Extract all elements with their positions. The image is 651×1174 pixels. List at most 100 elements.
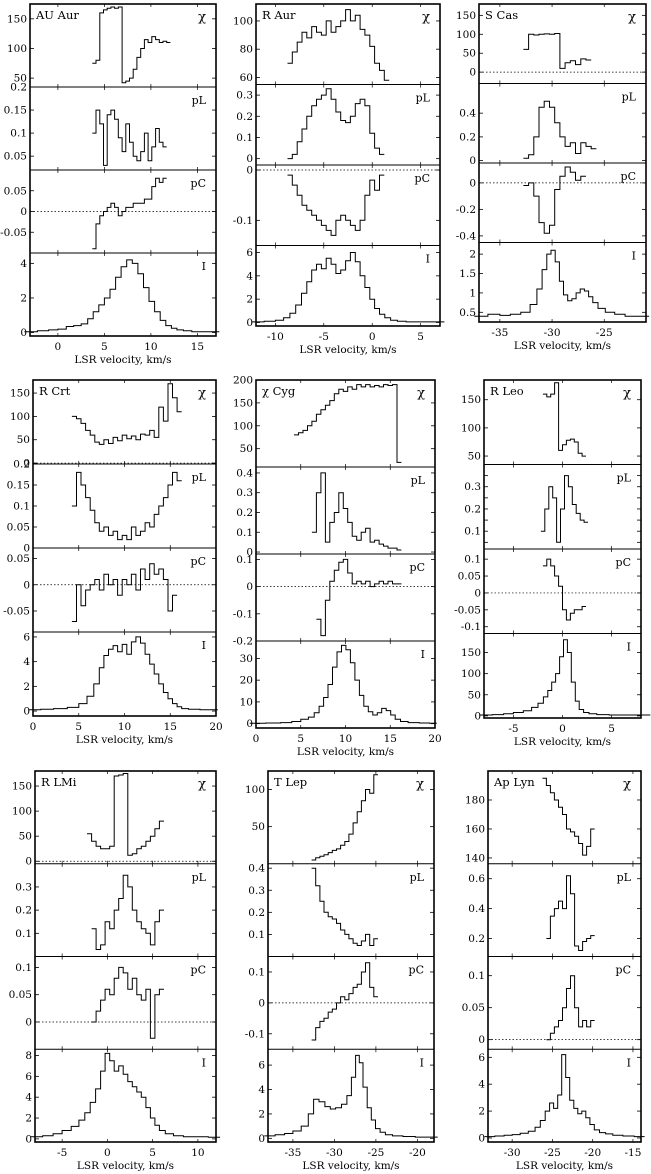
series-line: [287, 174, 385, 236]
y-tick-label: 6: [25, 1071, 32, 1083]
y-tick-label: 0.3: [15, 881, 32, 893]
panel-label: I: [202, 639, 206, 652]
y-tick-label: 2: [25, 1113, 32, 1125]
y-tick-label: 2: [20, 292, 27, 304]
panel-label: I: [202, 260, 206, 273]
panel-label: pC: [409, 964, 424, 977]
y-tick-label: 0.1: [236, 527, 253, 539]
y-tick-label: 180: [465, 794, 485, 806]
panel-label: pC: [616, 556, 631, 569]
y-tick-label: 0: [474, 710, 481, 722]
x-tick-label: 20: [209, 721, 222, 733]
x-axis-label: LSR velocity, km/s: [297, 746, 394, 758]
y-tick-label: 0.6: [468, 873, 485, 885]
y-tick-label: 150: [456, 10, 476, 22]
panel-3: -0.1 -0.05 0 0.05 0.1 pC: [454, 548, 641, 634]
y-tick-label: 4: [23, 656, 30, 668]
series-line: [546, 875, 595, 951]
y-tick-label: 0.1: [236, 554, 253, 566]
y-tick-label: 0.1: [248, 929, 265, 941]
series-line: [30, 1052, 221, 1138]
x-axis-label: LSR velocity, km/s: [514, 736, 611, 748]
y-tick-label: 0.1: [248, 966, 265, 978]
panel-label: pC: [410, 561, 425, 574]
panel-label: pC: [621, 170, 636, 183]
series-line: [311, 962, 378, 1041]
y-tick-label: 0.1: [10, 128, 27, 140]
y-tick-label: 0.4: [459, 108, 476, 120]
series-line: [91, 966, 164, 1039]
y-tick-label: 0: [23, 543, 30, 555]
y-tick-label: 0.2: [236, 507, 253, 519]
y-tick-label: -0.4: [456, 230, 477, 242]
star-name: R LMi: [41, 775, 77, 789]
panel-1: 50 100 χ: [245, 771, 434, 864]
y-tick-label: 0.3: [236, 487, 253, 499]
y-tick-label: 150: [461, 647, 481, 659]
y-tick-label: 100: [233, 15, 253, 27]
y-tick-label: 8: [25, 1050, 32, 1062]
y-tick-label: -0.1: [461, 621, 481, 633]
series-line: [542, 382, 586, 457]
x-tick-label: 5: [608, 723, 615, 735]
panel-label: pL: [617, 871, 632, 884]
chart-block: 60 80 100 χ 0 0.1 0.2 0.3 pL -0.1 0 pC 0 2 4 6 I R Aur -10…: [233, 3, 445, 356]
panel-1: 0 50 100 150 χ: [12, 771, 216, 868]
x-tick-label: -5: [508, 723, 518, 735]
y-tick-label: 2: [478, 1106, 485, 1118]
x-tick-label: 0: [559, 723, 566, 735]
y-tick-label: 0.1: [464, 526, 481, 538]
y-tick-label: 200: [233, 375, 253, 387]
panel-label: pL: [192, 871, 207, 884]
y-tick-label: 0: [25, 1016, 32, 1028]
panel-label: I: [426, 253, 430, 266]
y-tick-label: 0: [20, 206, 27, 218]
x-axis-label: LSR velocity, km/s: [514, 340, 611, 352]
x-axis-label: LSR velocity, km/s: [516, 1160, 613, 1172]
y-tick-label: 100: [456, 29, 476, 41]
y-tick-label: 4: [246, 270, 253, 282]
y-tick-label: 10: [240, 696, 253, 708]
y-tick-label: 0: [469, 155, 476, 167]
y-tick-label: 0.2: [248, 907, 265, 919]
panel-4: 0 2 4 6 I: [246, 245, 445, 329]
x-tick-label: -5: [319, 331, 329, 343]
y-tick-label: 2: [23, 681, 30, 693]
y-tick-label: 0: [20, 327, 27, 339]
panel-3: -0.2 -0.1 0 0.1 pC: [233, 553, 436, 648]
panel-label: χ: [422, 10, 430, 25]
x-tick-label: 0: [369, 331, 376, 343]
y-tick-label: 0.4: [248, 863, 265, 875]
panel-label: pC: [415, 172, 430, 185]
panel-3: -0.1 0 0.1 pC: [245, 956, 434, 1050]
series-line: [316, 558, 402, 637]
y-tick-label: 0.2: [236, 111, 253, 123]
panel-label: pC: [616, 964, 631, 977]
panel-label: χ: [417, 386, 425, 401]
y-tick-label: 0: [246, 153, 253, 165]
y-tick-label: -0.2: [456, 204, 476, 216]
y-tick-label: 0: [25, 1133, 32, 1145]
y-tick-label: 60: [240, 72, 253, 84]
series-line: [24, 259, 220, 333]
panel-1: 0 50 100 150 χ: [10, 380, 217, 470]
panel-label: pL: [192, 471, 207, 484]
series-line: [474, 249, 650, 317]
series-line: [92, 177, 167, 250]
y-tick-label: 0: [469, 177, 476, 189]
panel-label: pL: [410, 871, 425, 884]
x-tick-label: 0: [104, 1147, 111, 1159]
panel-label: I: [627, 641, 631, 654]
y-tick-label: 0: [23, 579, 30, 591]
x-tick-label: -30: [544, 327, 561, 339]
y-tick-label: 4: [25, 1092, 32, 1104]
y-tick-label: 0: [469, 67, 476, 79]
y-tick-label: 0.05: [4, 151, 27, 163]
panel-label: pL: [617, 472, 632, 485]
y-tick-label: 6: [478, 1052, 485, 1064]
y-tick-label: 50: [17, 434, 30, 446]
panel-1: 60 80 100 χ: [233, 4, 440, 85]
y-tick-label: 0.15: [7, 480, 30, 492]
